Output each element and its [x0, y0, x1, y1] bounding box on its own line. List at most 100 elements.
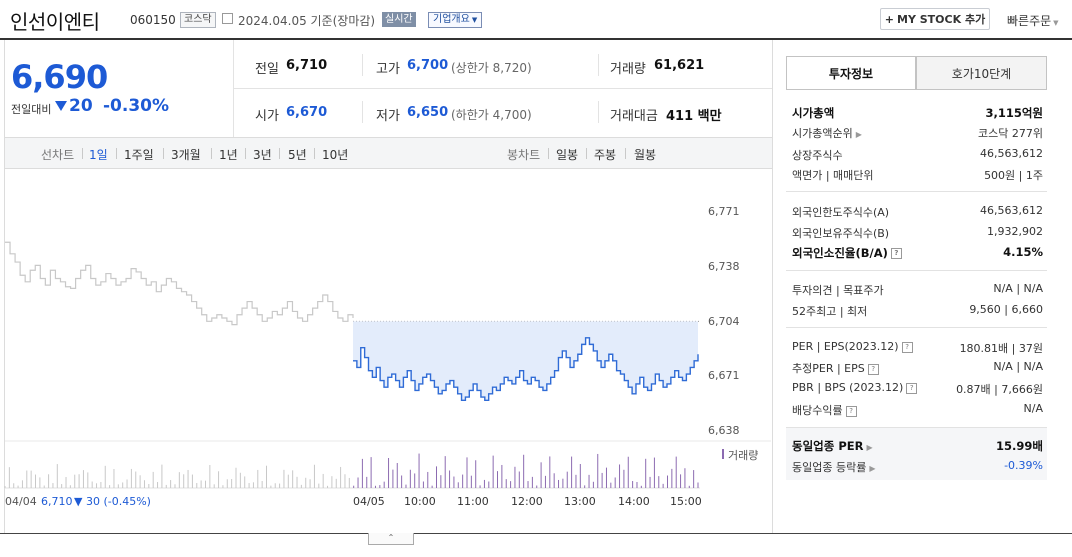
- down-triangle-icon: [55, 101, 67, 111]
- period-divider: [314, 148, 315, 159]
- y-tick-label: 6,771: [708, 205, 740, 218]
- x-tick-label: 10:00: [404, 495, 436, 508]
- period-divider: [586, 148, 587, 159]
- x-tick-label: 04/05: [353, 495, 385, 508]
- change-value: 20: [69, 96, 93, 116]
- market-cap-rank-label: 시가총액순위: [792, 127, 853, 140]
- dividend-label: 배당수익률: [792, 404, 843, 417]
- my-stock-add-button[interactable]: + MY STOCK 추가: [880, 8, 990, 30]
- prev-close-value: 6,710: [286, 58, 328, 73]
- shares-value: 46,563,612: [980, 147, 1043, 160]
- industry-per-link[interactable]: 동일업종 PER ▶: [792, 438, 873, 454]
- series-line-today: [353, 337, 699, 402]
- tab-invest-info[interactable]: 투자정보: [786, 56, 916, 90]
- candle-daily[interactable]: 일봉: [556, 148, 579, 162]
- chevron-down-icon: ▼: [1053, 19, 1059, 27]
- candle-chart-label: 봉차트: [507, 148, 541, 162]
- foreign-rate-row: 외국인소진율(B/A)?: [792, 245, 902, 261]
- period-divider: [211, 148, 212, 159]
- prev-close-label: 전일: [255, 62, 279, 77]
- foreign-limit-label: 외국인한도주식수(A): [792, 206, 890, 219]
- tab-baseline: [786, 89, 1047, 90]
- help-icon[interactable]: ?: [901, 341, 913, 353]
- period-1w[interactable]: 1주일: [124, 148, 154, 162]
- market-cap-rank-value: 코스닥 277위: [978, 127, 1043, 140]
- x-tick-label: 11:00: [457, 495, 489, 508]
- help-icon[interactable]: ?: [845, 405, 857, 417]
- collapse-toggle-button[interactable]: ⌃: [368, 533, 414, 545]
- x-tick-label: 15:00: [670, 495, 702, 508]
- low-label: 저가: [376, 109, 400, 124]
- week52-value: 9,560 | 6,660: [969, 303, 1043, 316]
- period-1y[interactable]: 1년: [219, 148, 238, 162]
- summary-divider: [598, 101, 599, 123]
- section-divider: [786, 427, 1047, 428]
- realtime-badge[interactable]: 실시간: [382, 12, 416, 27]
- price-chart[interactable]: [0, 0, 772, 533]
- dividend-row: 배당수익률?: [792, 402, 857, 418]
- shares-label: 상장주식수: [792, 149, 843, 162]
- help-icon[interactable]: ?: [906, 382, 918, 394]
- industry-rate-link[interactable]: 동일업종 등락률 ▶: [792, 459, 876, 475]
- company-info-button[interactable]: 기업개요 ▼: [428, 12, 483, 28]
- quick-order-button[interactable]: 빠른주문 ▼: [1007, 12, 1059, 29]
- section-divider: [786, 270, 1047, 271]
- help-icon[interactable]: ?: [890, 248, 902, 259]
- open-label: 시가: [255, 109, 279, 124]
- company-info-label: 기업개요: [433, 14, 470, 25]
- per-value: 180.81배 | 37원: [959, 342, 1043, 355]
- period-divider: [116, 148, 117, 159]
- summary-divider: [362, 101, 363, 123]
- summary-divider: [233, 40, 234, 137]
- volume-label: 거래량: [610, 62, 646, 77]
- y-tick-label: 6,638: [708, 424, 740, 437]
- period-divider: [82, 148, 83, 159]
- period-divider: [163, 148, 164, 159]
- change-label: 전일대비: [11, 103, 52, 116]
- foreign-rate-value: 4.15%: [1003, 245, 1043, 259]
- industry-box: [786, 428, 1047, 480]
- prev-day-close: 6,710: [41, 495, 73, 508]
- bottom-divider: [0, 533, 1072, 534]
- period-3m[interactable]: 3개월: [171, 148, 201, 162]
- dividend-value: N/A: [1023, 402, 1043, 415]
- my-stock-label: MY STOCK 추가: [897, 13, 986, 26]
- section-divider: [786, 327, 1047, 328]
- summary-divider: [598, 54, 599, 76]
- x-tick-label: 12:00: [511, 495, 543, 508]
- candle-weekly[interactable]: 주봉: [594, 148, 617, 162]
- tab-orderbook[interactable]: 호가10단계: [916, 56, 1047, 90]
- stock-name: 인선이엔티: [10, 10, 100, 34]
- period-10y[interactable]: 10년: [322, 148, 349, 162]
- industry-per-value: 15.99배: [996, 439, 1043, 453]
- period-5y[interactable]: 5년: [288, 148, 307, 162]
- industry-rate-value: -0.39%: [1004, 459, 1043, 472]
- chevron-down-icon: ▼: [471, 16, 478, 24]
- low-value: 6,650: [407, 105, 449, 120]
- est-per-label: 추정PER | EPS: [792, 362, 865, 375]
- current-price: 6,690: [11, 58, 108, 96]
- summary-divider: [362, 54, 363, 76]
- amount-value: 411 백만: [666, 109, 722, 124]
- foreign-limit-value: 46,563,612: [980, 204, 1043, 217]
- candle-monthly[interactable]: 월봉: [634, 148, 657, 162]
- per-row: PER | EPS(2023.12)?: [792, 340, 913, 353]
- calendar-icon: [222, 13, 233, 24]
- period-1d[interactable]: 1일: [89, 148, 108, 162]
- period-3y[interactable]: 3년: [253, 148, 272, 162]
- market-cap-rank-link[interactable]: 시가총액순위 ▶: [792, 125, 862, 141]
- industry-rate-label: 동일업종 등락률: [792, 461, 867, 474]
- volume-value: 61,621: [654, 58, 705, 73]
- par-value: 500원 | 1주: [984, 169, 1043, 182]
- chevron-right-icon: ▶: [866, 443, 873, 452]
- y-tick-label: 6,704: [708, 315, 740, 328]
- prev-day-change: ▼ 30 (-0.45%): [74, 495, 151, 508]
- opinion-label: 투자의견 | 목표주가: [792, 284, 884, 297]
- pbr-label: PBR | BPS (2023.12): [792, 381, 904, 394]
- help-icon[interactable]: ?: [867, 363, 879, 375]
- lower-limit: (하한가 4,700): [451, 108, 532, 122]
- y-tick-label: 6,738: [708, 260, 740, 273]
- opinion-value: N/A | N/A: [993, 282, 1043, 295]
- high-label: 고가: [376, 62, 400, 77]
- est-per-value: N/A | N/A: [993, 360, 1043, 373]
